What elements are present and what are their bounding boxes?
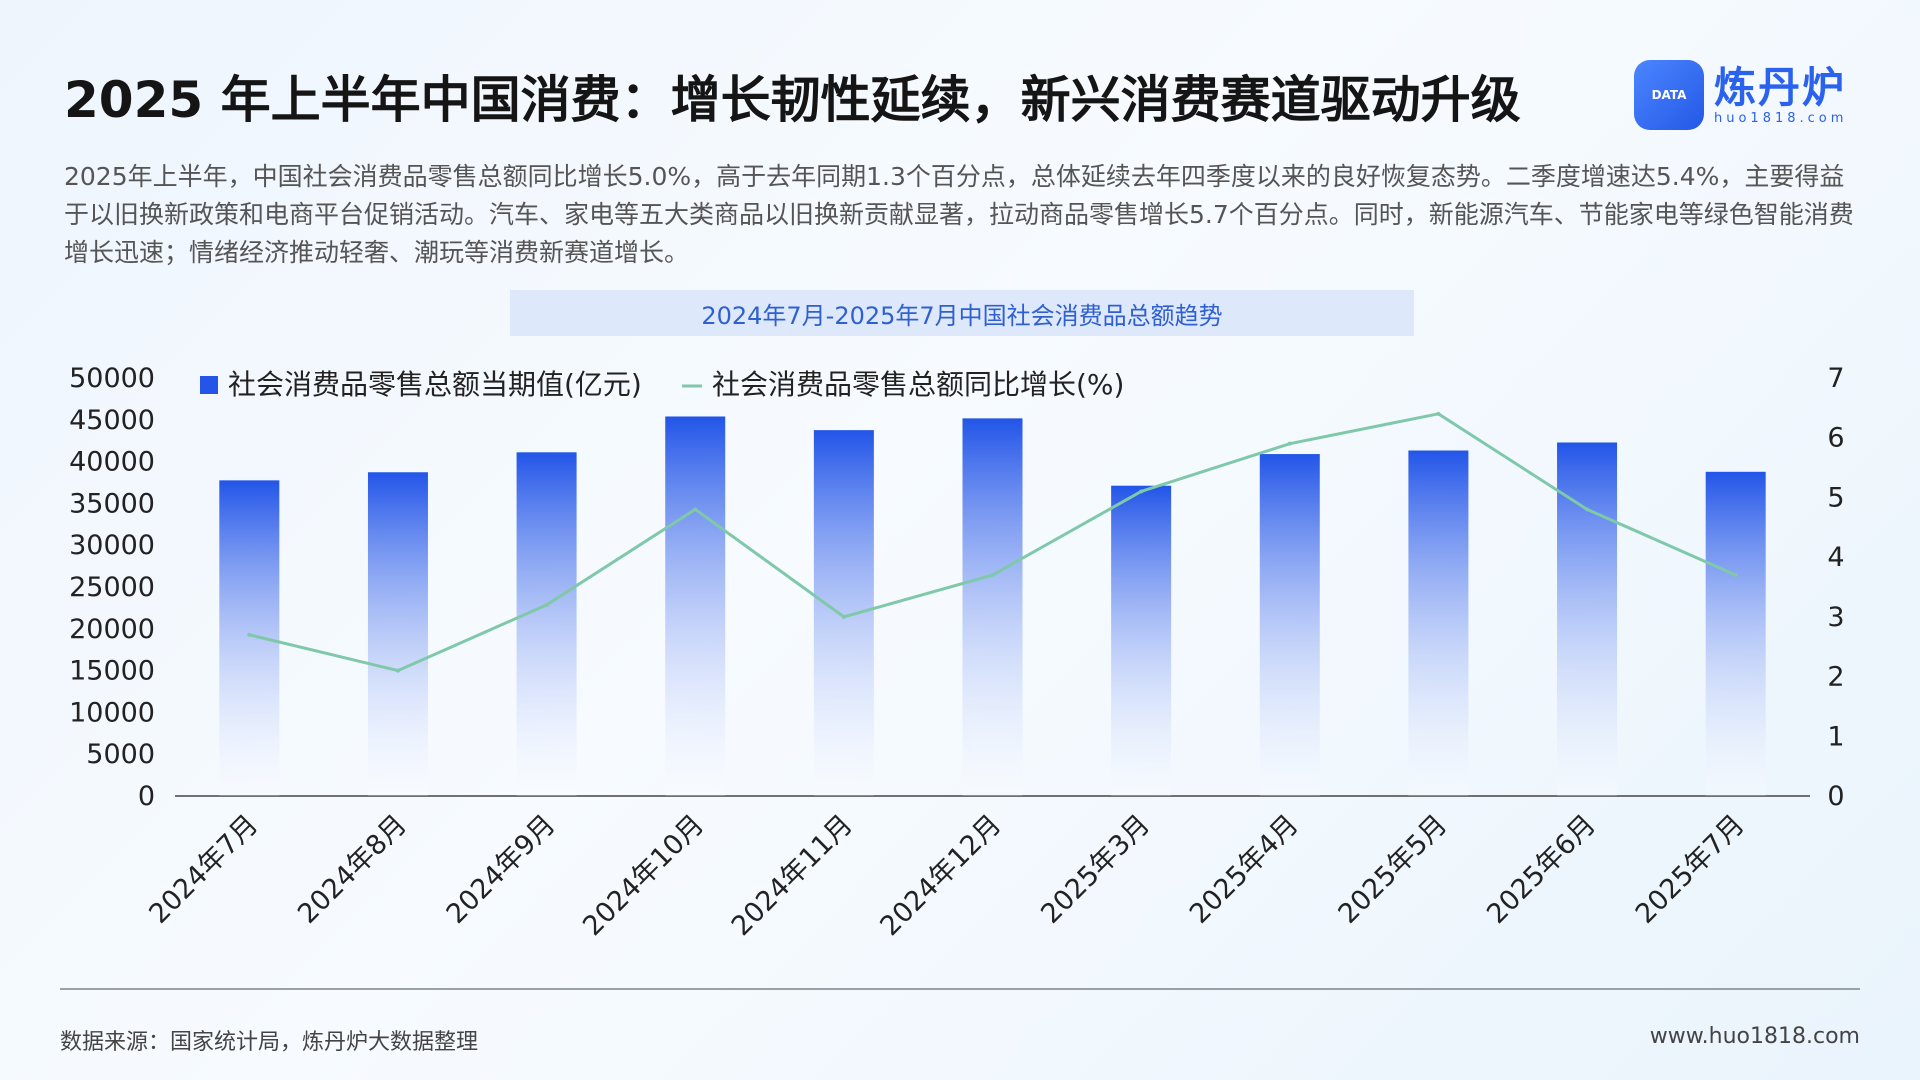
y-left-tick-label: 35000 [69,488,155,519]
x-tick-label: 2025年7月 [1630,809,1751,930]
bar [665,416,726,796]
y-right-tick-label: 0 [1827,781,1844,812]
y-left-tick-label: 25000 [69,572,155,603]
line-point [1585,507,1590,512]
y-left-tick-label: 5000 [86,739,155,770]
line-point [1139,489,1144,494]
page-title: 2025 年上半年中国消费：增长韧性延续，新兴消费赛道驱动升级 [64,71,1521,129]
x-tick-label: 2024年11月 [726,809,859,942]
chart-title: 2024年7月-2025年7月中国社会消费品总额趋势 [510,290,1414,336]
bar [813,430,874,796]
line-point [693,507,698,512]
data-source: 数据来源：国家统计局，炼丹炉大数据整理 [60,1030,479,1055]
summary-paragraph: 2025年上半年，中国社会消费品零售总额同比增长5.0%，高于去年同期1.3个百… [64,162,1854,267]
y-left-tick-label: 10000 [69,697,155,728]
bar [367,472,428,796]
logo-name: 炼丹炉 [1714,62,1847,112]
legend-line-label: 社会消费品零售总额同比增长(%) [712,368,1124,401]
line-point [990,573,995,578]
y-left-tick-label: 20000 [69,614,155,645]
line-point [1733,573,1738,578]
line-point [247,632,252,637]
x-tick-label: 2025年3月 [1035,809,1156,930]
y-right-tick-label: 3 [1827,602,1844,633]
bar [962,418,1023,796]
bar [1557,442,1618,796]
y-left-tick-label: 45000 [69,405,155,436]
x-tick-label: 2025年5月 [1333,809,1454,930]
x-tick-label: 2024年7月 [143,809,264,930]
bar [1259,454,1320,796]
website-url: www.huo1818.com [1649,1024,1860,1049]
bar [1111,485,1172,796]
brand-logo: DATA 炼丹炉 huo1818.com [1634,60,1847,130]
bar [516,452,577,796]
logo-icon: DATA [1634,60,1704,130]
line-point [1436,411,1441,416]
bar [219,480,280,796]
x-tick-label: 2024年9月 [441,809,562,930]
y-right-tick-label: 2 [1827,662,1844,693]
chart-legend: 社会消费品零售总额当期值(亿元) 社会消费品零售总额同比增长(%) [200,368,1124,401]
legend-bar-swatch [200,376,218,394]
bar [1705,471,1766,796]
y-right-tick-label: 1 [1827,721,1844,752]
line-point [1287,441,1292,446]
line-point [544,602,549,607]
logo-url: huo1818.com [1714,110,1848,126]
legend-bar-label: 社会消费品零售总额当期值(亿元) [228,368,642,401]
y-right-tick-label: 7 [1827,363,1844,394]
y-right-tick-label: 6 [1827,423,1844,454]
x-tick-label: 2025年4月 [1184,809,1305,930]
line-point [841,614,846,619]
y-left-tick-label: 30000 [69,530,155,561]
x-tick-label: 2024年10月 [577,809,710,942]
x-tick-label: 2024年12月 [874,809,1007,942]
bar [1408,450,1469,796]
x-tick-label: 2025年6月 [1481,809,1602,930]
y-left-tick-label: 40000 [69,447,155,478]
x-tick-label: 2024年8月 [292,809,413,930]
y-right-tick-label: 4 [1827,542,1844,573]
y-right-tick-label: 5 [1827,482,1844,513]
y-left-tick-label: 0 [138,781,155,812]
line-point [395,668,400,673]
footer-divider [60,988,1860,990]
y-left-tick-label: 50000 [69,363,155,394]
y-left-tick-label: 15000 [69,656,155,687]
